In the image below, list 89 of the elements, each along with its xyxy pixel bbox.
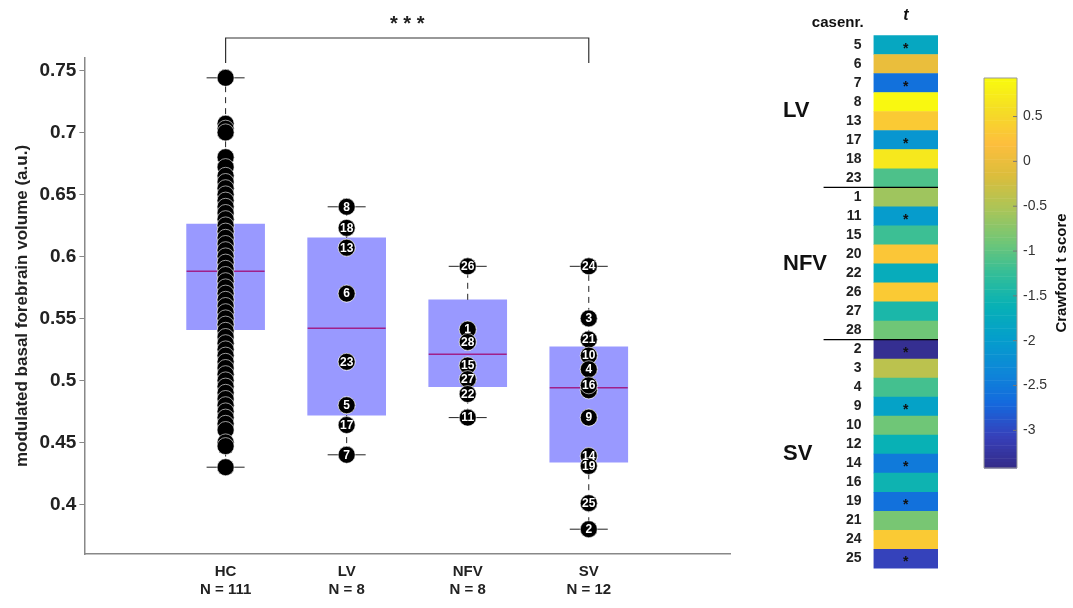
data-label: * [903,344,910,361]
y-tick-label: 10 [845,416,862,433]
y-tick-label: 9 [853,397,862,414]
series-label: 1 [464,322,472,337]
data-label: * [903,553,910,570]
y-axis-title: modulated basal forebrain volume (a.u.) [11,144,31,468]
y-tick-label: 3 [853,359,862,376]
y-tick-label: 12 [845,435,862,452]
series-label: 18 [339,220,354,235]
y-tick-label: 24 [845,530,862,547]
y-tick-label: 4 [853,378,862,395]
y-tick-label: 19 [845,492,862,509]
data-label: * [903,39,910,56]
series-label: 3 [585,311,593,326]
y-tick-label: 16 [845,473,862,490]
color-bar-label: -2.5 [1023,376,1048,393]
y-tick-label: 0.4 [49,492,77,514]
series-label: 16 [582,378,596,393]
y-tick-label: 25 [845,549,862,566]
y-tick-label: 0.45 [39,430,77,452]
data-label: * [903,134,910,151]
x-tick-label: SV N = 12 [566,562,612,598]
y-axis-title: casenr. [811,12,864,30]
color-bar-label: -1 [1023,241,1036,258]
series-label: 13 [339,240,354,255]
series-label: 5 [343,398,351,413]
y-tick-label: 17 [845,130,862,147]
y-tick-label: 14 [845,454,862,471]
series-label: 23 [339,354,354,369]
y-tick-label: 20 [845,244,862,261]
series-label: 10 [582,348,596,363]
color-bar-label: 0.5 [1023,107,1043,124]
color-bar-label: -0.5 [1023,197,1048,214]
x-tick-label: NFV N = 8 [449,562,486,598]
y-tick-label: 5 [853,35,862,52]
x-tick-label: HC N = 111 [199,562,252,598]
text: SV [783,439,813,465]
y-tick-label: 0.6 [49,244,77,266]
text: * * * [389,11,425,34]
series-label: 26 [461,259,475,274]
data-label: * [903,210,910,227]
y-tick-label: 21 [845,511,862,528]
data-label: * [903,77,910,94]
series-label: 24 [582,259,596,274]
y-tick-label: 0.55 [39,306,77,328]
y-tick-label: 18 [845,149,862,166]
y-tick-label: 0.65 [39,182,77,204]
color-bar-label: -3 [1023,421,1036,438]
y-tick-label: 2 [853,340,862,357]
series-label: 11 [461,410,475,425]
data-label: * [903,496,910,513]
series-label: 6 [343,286,351,301]
data-label: * [903,458,910,475]
series-label: 17 [339,417,354,432]
y-tick-label: 13 [845,111,862,128]
y-tick-label: 11 [846,206,862,223]
series-label: 8 [343,199,351,214]
y-tick-label: 0.7 [49,120,77,142]
color-bar-label: 0 [1023,152,1031,169]
color-bar-title: Crawford t score [1052,213,1070,333]
text: LV [783,97,810,123]
y-tick-label: 22 [845,263,862,280]
y-tick-label: 7 [853,73,862,90]
y-tick-label: 0.75 [39,58,77,80]
y-tick-label: 26 [845,282,862,299]
y-tick-label: 1 [853,187,862,204]
y-tick-label: 23 [845,168,862,185]
color-bar-label: -2 [1023,331,1036,348]
y-tick-label: 6 [853,54,862,71]
series-label: 2 [585,522,593,537]
series-label: 4 [585,362,593,377]
y-tick-label: 28 [845,321,862,337]
x-tick-label: LV N = 8 [328,562,365,598]
text: NFV [783,249,828,275]
series-label: 22 [461,386,475,401]
y-tick-label: 8 [853,92,862,109]
data-label: * [903,401,910,418]
color-bar-label: -1.5 [1023,286,1048,303]
series-label: 25 [582,495,596,510]
series-label: 28 [461,334,475,349]
y-tick-label: 15 [845,225,862,242]
x-tick-label: t [903,6,910,24]
series-label: 15 [461,358,475,373]
series-label: 21 [582,332,596,347]
y-tick-label: 27 [845,301,862,318]
series-label: 7 [343,447,351,462]
series-label: 9 [585,410,593,425]
y-tick-label: 0.5 [49,368,77,390]
series-label: 27 [461,371,475,386]
